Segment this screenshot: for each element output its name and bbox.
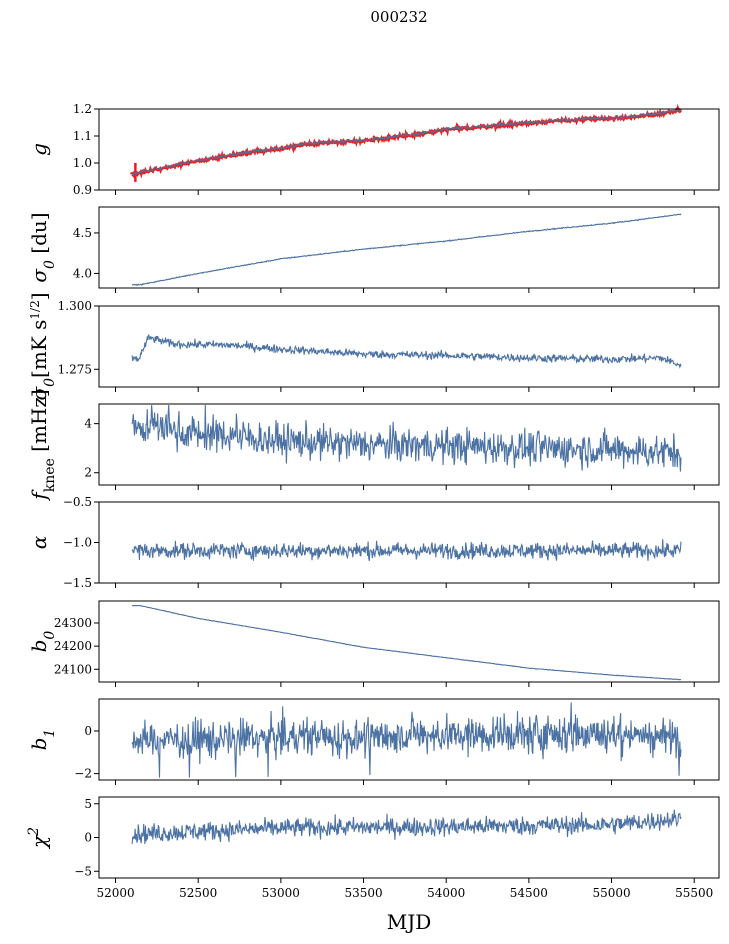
x-tick-label: 53000 xyxy=(262,886,300,900)
y-label-subscript: 0 xyxy=(42,631,58,640)
x-tick-label: 54500 xyxy=(510,886,548,900)
y-tick-label-alpha: −1.0 xyxy=(63,536,92,550)
y-tick-label-chi2: 5 xyxy=(84,797,92,811)
y-label-subscript: 0 xyxy=(42,260,58,269)
x-tick-label: 55500 xyxy=(675,886,713,900)
series-line-g xyxy=(131,109,682,177)
panels-group: 0.9 1.0 1.1 1.2 g 4.0 4.5 σ0 [du] 1.275 1.300σ0[m… xyxy=(26,102,720,900)
y-axis-label-g: g xyxy=(27,143,51,156)
y-label-superscript: 1/2 xyxy=(28,300,42,319)
panel-fknee: 2 4 fknee [mHz] xyxy=(27,389,720,502)
axes-frame-b1 xyxy=(98,698,720,781)
y-axis-label-fknee: fknee [mHz] xyxy=(27,389,58,501)
y-tick-label-b0: 24200 xyxy=(54,639,92,653)
x-tick-label: 54000 xyxy=(427,886,465,900)
y-label-subscript: 1 xyxy=(42,729,58,738)
y-label-unit: [du] xyxy=(27,212,51,260)
y-tick-label-sigma0_mK: 1.300 xyxy=(58,299,92,313)
series-line-alpha xyxy=(131,539,682,562)
x-tick-label: 55000 xyxy=(592,886,630,900)
axes-frame-b0 xyxy=(98,600,720,683)
series-line-b1 xyxy=(131,702,682,778)
g-overlay-line xyxy=(131,103,683,180)
y-axis-label-b1: b1 xyxy=(27,729,58,751)
x-tick-label: 52500 xyxy=(179,886,217,900)
x-axis-label: MJD xyxy=(387,910,432,934)
chart-title: 000232 xyxy=(370,8,427,26)
y-tick-label-b0: 24100 xyxy=(54,662,92,676)
x-tick-label: 53500 xyxy=(344,886,382,900)
y-axis-label-sigma0_mK: σ0[mK s1/2] xyxy=(27,292,58,400)
axes-frame-sigma0_mK xyxy=(98,305,720,388)
axes-frame-g xyxy=(98,108,720,191)
y-tick-label-g: 1.2 xyxy=(73,102,92,116)
y-label-subscript: knee xyxy=(42,458,58,492)
y-tick-label-alpha: −0.5 xyxy=(63,495,92,509)
y-tick-label-g: 1.0 xyxy=(73,156,92,170)
series-line-sigma0_mK xyxy=(131,334,682,370)
y-tick-label-sigma0_du: 4.0 xyxy=(73,266,92,280)
y-label-unit: [mHz] xyxy=(27,389,51,458)
y-tick-label-fknee: 2 xyxy=(84,466,92,480)
y-label-superscript: 2 xyxy=(26,827,42,837)
y-axis-label-chi2: χ2 xyxy=(26,827,51,850)
y-label-unit-end: ] xyxy=(27,292,51,300)
y-tick-label-chi2: 0 xyxy=(84,831,92,845)
y-tick-label-alpha: −1.5 xyxy=(63,576,92,590)
y-label-unit: [mK s xyxy=(27,320,51,378)
y-tick-label-b1: −2 xyxy=(74,767,92,781)
panel-b1: −2 0 b1 xyxy=(27,698,720,785)
series-line-fknee xyxy=(131,404,682,472)
panel-alpha: −1.5 −1.0 −0.5 α xyxy=(27,495,720,590)
y-tick-label-sigma0_du: 4.5 xyxy=(73,226,92,240)
y-tick-label-g: 1.1 xyxy=(73,129,92,143)
x-tick-label: 52000 xyxy=(96,886,134,900)
y-axis-label-sigma0_du: σ0 [du] xyxy=(27,212,58,282)
series-line-chi2 xyxy=(131,809,682,845)
y-tick-label-chi2: −5 xyxy=(74,864,92,878)
axes-frame-alpha xyxy=(98,501,720,584)
y-tick-label-sigma0_mK: 1.275 xyxy=(58,362,92,376)
axes-frame-fknee xyxy=(98,403,720,486)
y-tick-label-b1: 0 xyxy=(84,724,92,738)
series-line-b0 xyxy=(131,604,681,681)
y-label-subscript: 0 xyxy=(42,378,58,387)
series-line-sigma0_du xyxy=(131,213,682,287)
panel-g: 0.9 1.0 1.1 1.2 g xyxy=(27,102,720,197)
axes-frame-sigma0_du xyxy=(98,206,720,289)
y-tick-label-fknee: 4 xyxy=(84,417,92,431)
y-axis-label-alpha: α xyxy=(27,535,51,549)
axes-frame-chi2 xyxy=(98,796,720,879)
panel-chi2: −5 0 5 52000 52500 53000 53500 54000 54500 55000 5… xyxy=(26,796,720,900)
panel-sigma0_du: 4.0 4.5 σ0 [du] xyxy=(27,206,720,293)
y-tick-label-g: 0.9 xyxy=(73,183,92,197)
y-tick-label-b0: 24300 xyxy=(54,616,92,630)
